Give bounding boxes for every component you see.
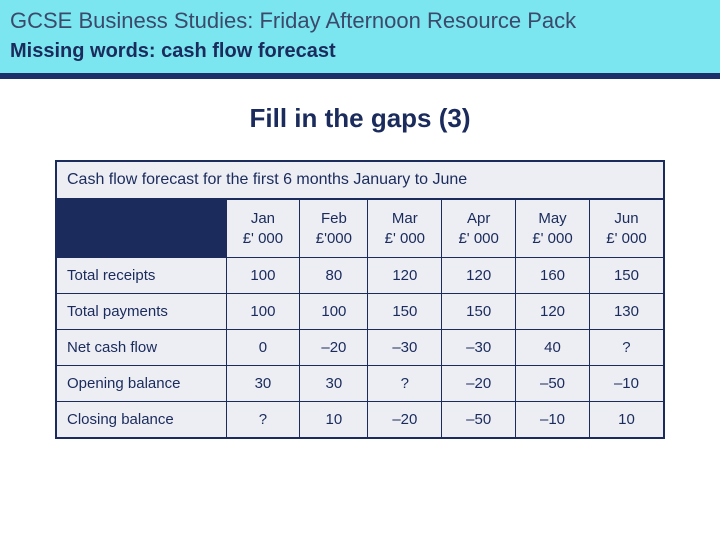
month-name: Jan <box>233 209 294 229</box>
month-name: Feb <box>306 209 361 229</box>
cell: ? <box>368 366 442 402</box>
cell: 100 <box>226 294 300 330</box>
table-row: Total payments 100 100 150 150 120 130 <box>56 294 664 330</box>
table-row: Net cash flow 0 –20 –30 –30 40 ? <box>56 330 664 366</box>
month-unit: £' 000 <box>522 229 583 249</box>
month-name: Mar <box>374 209 435 229</box>
month-unit: £' 000 <box>374 229 435 249</box>
cell: 80 <box>300 258 368 294</box>
month-unit: £'000 <box>306 229 361 249</box>
month-unit: £' 000 <box>448 229 509 249</box>
cell: –20 <box>442 366 516 402</box>
cell: 0 <box>226 330 300 366</box>
cell: 100 <box>300 294 368 330</box>
cell: 150 <box>368 294 442 330</box>
cell: ? <box>589 330 664 366</box>
table-row: Closing balance ? 10 –20 –50 –10 10 <box>56 402 664 439</box>
row-label: Net cash flow <box>56 330 226 366</box>
month-name: Apr <box>448 209 509 229</box>
cell: 30 <box>300 366 368 402</box>
table-corner-cell <box>56 199 226 258</box>
col-jan: Jan£' 000 <box>226 199 300 258</box>
cell: –50 <box>516 366 590 402</box>
cell: 160 <box>516 258 590 294</box>
row-label: Closing balance <box>56 402 226 439</box>
table-header-row: Jan£' 000 Feb£'000 Mar£' 000 Apr£' 000 M… <box>56 199 664 258</box>
cell: 130 <box>589 294 664 330</box>
month-name: Jun <box>596 209 657 229</box>
row-label: Total payments <box>56 294 226 330</box>
cell: 30 <box>226 366 300 402</box>
page-header-title: GCSE Business Studies: Friday Afternoon … <box>10 8 710 34</box>
cell: –50 <box>442 402 516 439</box>
col-feb: Feb£'000 <box>300 199 368 258</box>
cell: –10 <box>516 402 590 439</box>
cashflow-table: Cash flow forecast for the first 6 month… <box>55 160 665 439</box>
cell: ? <box>226 402 300 439</box>
table-body: Total receipts 100 80 120 120 160 150 To… <box>56 258 664 439</box>
cell: –20 <box>368 402 442 439</box>
col-jun: Jun£' 000 <box>589 199 664 258</box>
cell: 120 <box>516 294 590 330</box>
cell: 120 <box>442 258 516 294</box>
header-band: GCSE Business Studies: Friday Afternoon … <box>0 0 720 73</box>
month-unit: £' 000 <box>596 229 657 249</box>
col-mar: Mar£' 000 <box>368 199 442 258</box>
cell: 150 <box>589 258 664 294</box>
col-may: May£' 000 <box>516 199 590 258</box>
cell: 40 <box>516 330 590 366</box>
cell: –30 <box>368 330 442 366</box>
cell: 120 <box>368 258 442 294</box>
cell: 100 <box>226 258 300 294</box>
row-label: Total receipts <box>56 258 226 294</box>
cell: 10 <box>300 402 368 439</box>
page-header-subtitle: Missing words: cash flow forecast <box>10 40 710 63</box>
table-row: Total receipts 100 80 120 120 160 150 <box>56 258 664 294</box>
row-label: Opening balance <box>56 366 226 402</box>
month-name: May <box>522 209 583 229</box>
cell: 150 <box>442 294 516 330</box>
cell: 10 <box>589 402 664 439</box>
cell: –10 <box>589 366 664 402</box>
cashflow-table-wrap: Cash flow forecast for the first 6 month… <box>55 160 665 439</box>
cell: –30 <box>442 330 516 366</box>
month-unit: £' 000 <box>233 229 294 249</box>
col-apr: Apr£' 000 <box>442 199 516 258</box>
cell: –20 <box>300 330 368 366</box>
table-row: Opening balance 30 30 ? –20 –50 –10 <box>56 366 664 402</box>
table-caption: Cash flow forecast for the first 6 month… <box>55 160 665 198</box>
main-title: Fill in the gaps (3) <box>0 103 720 134</box>
header-underline <box>0 73 720 79</box>
